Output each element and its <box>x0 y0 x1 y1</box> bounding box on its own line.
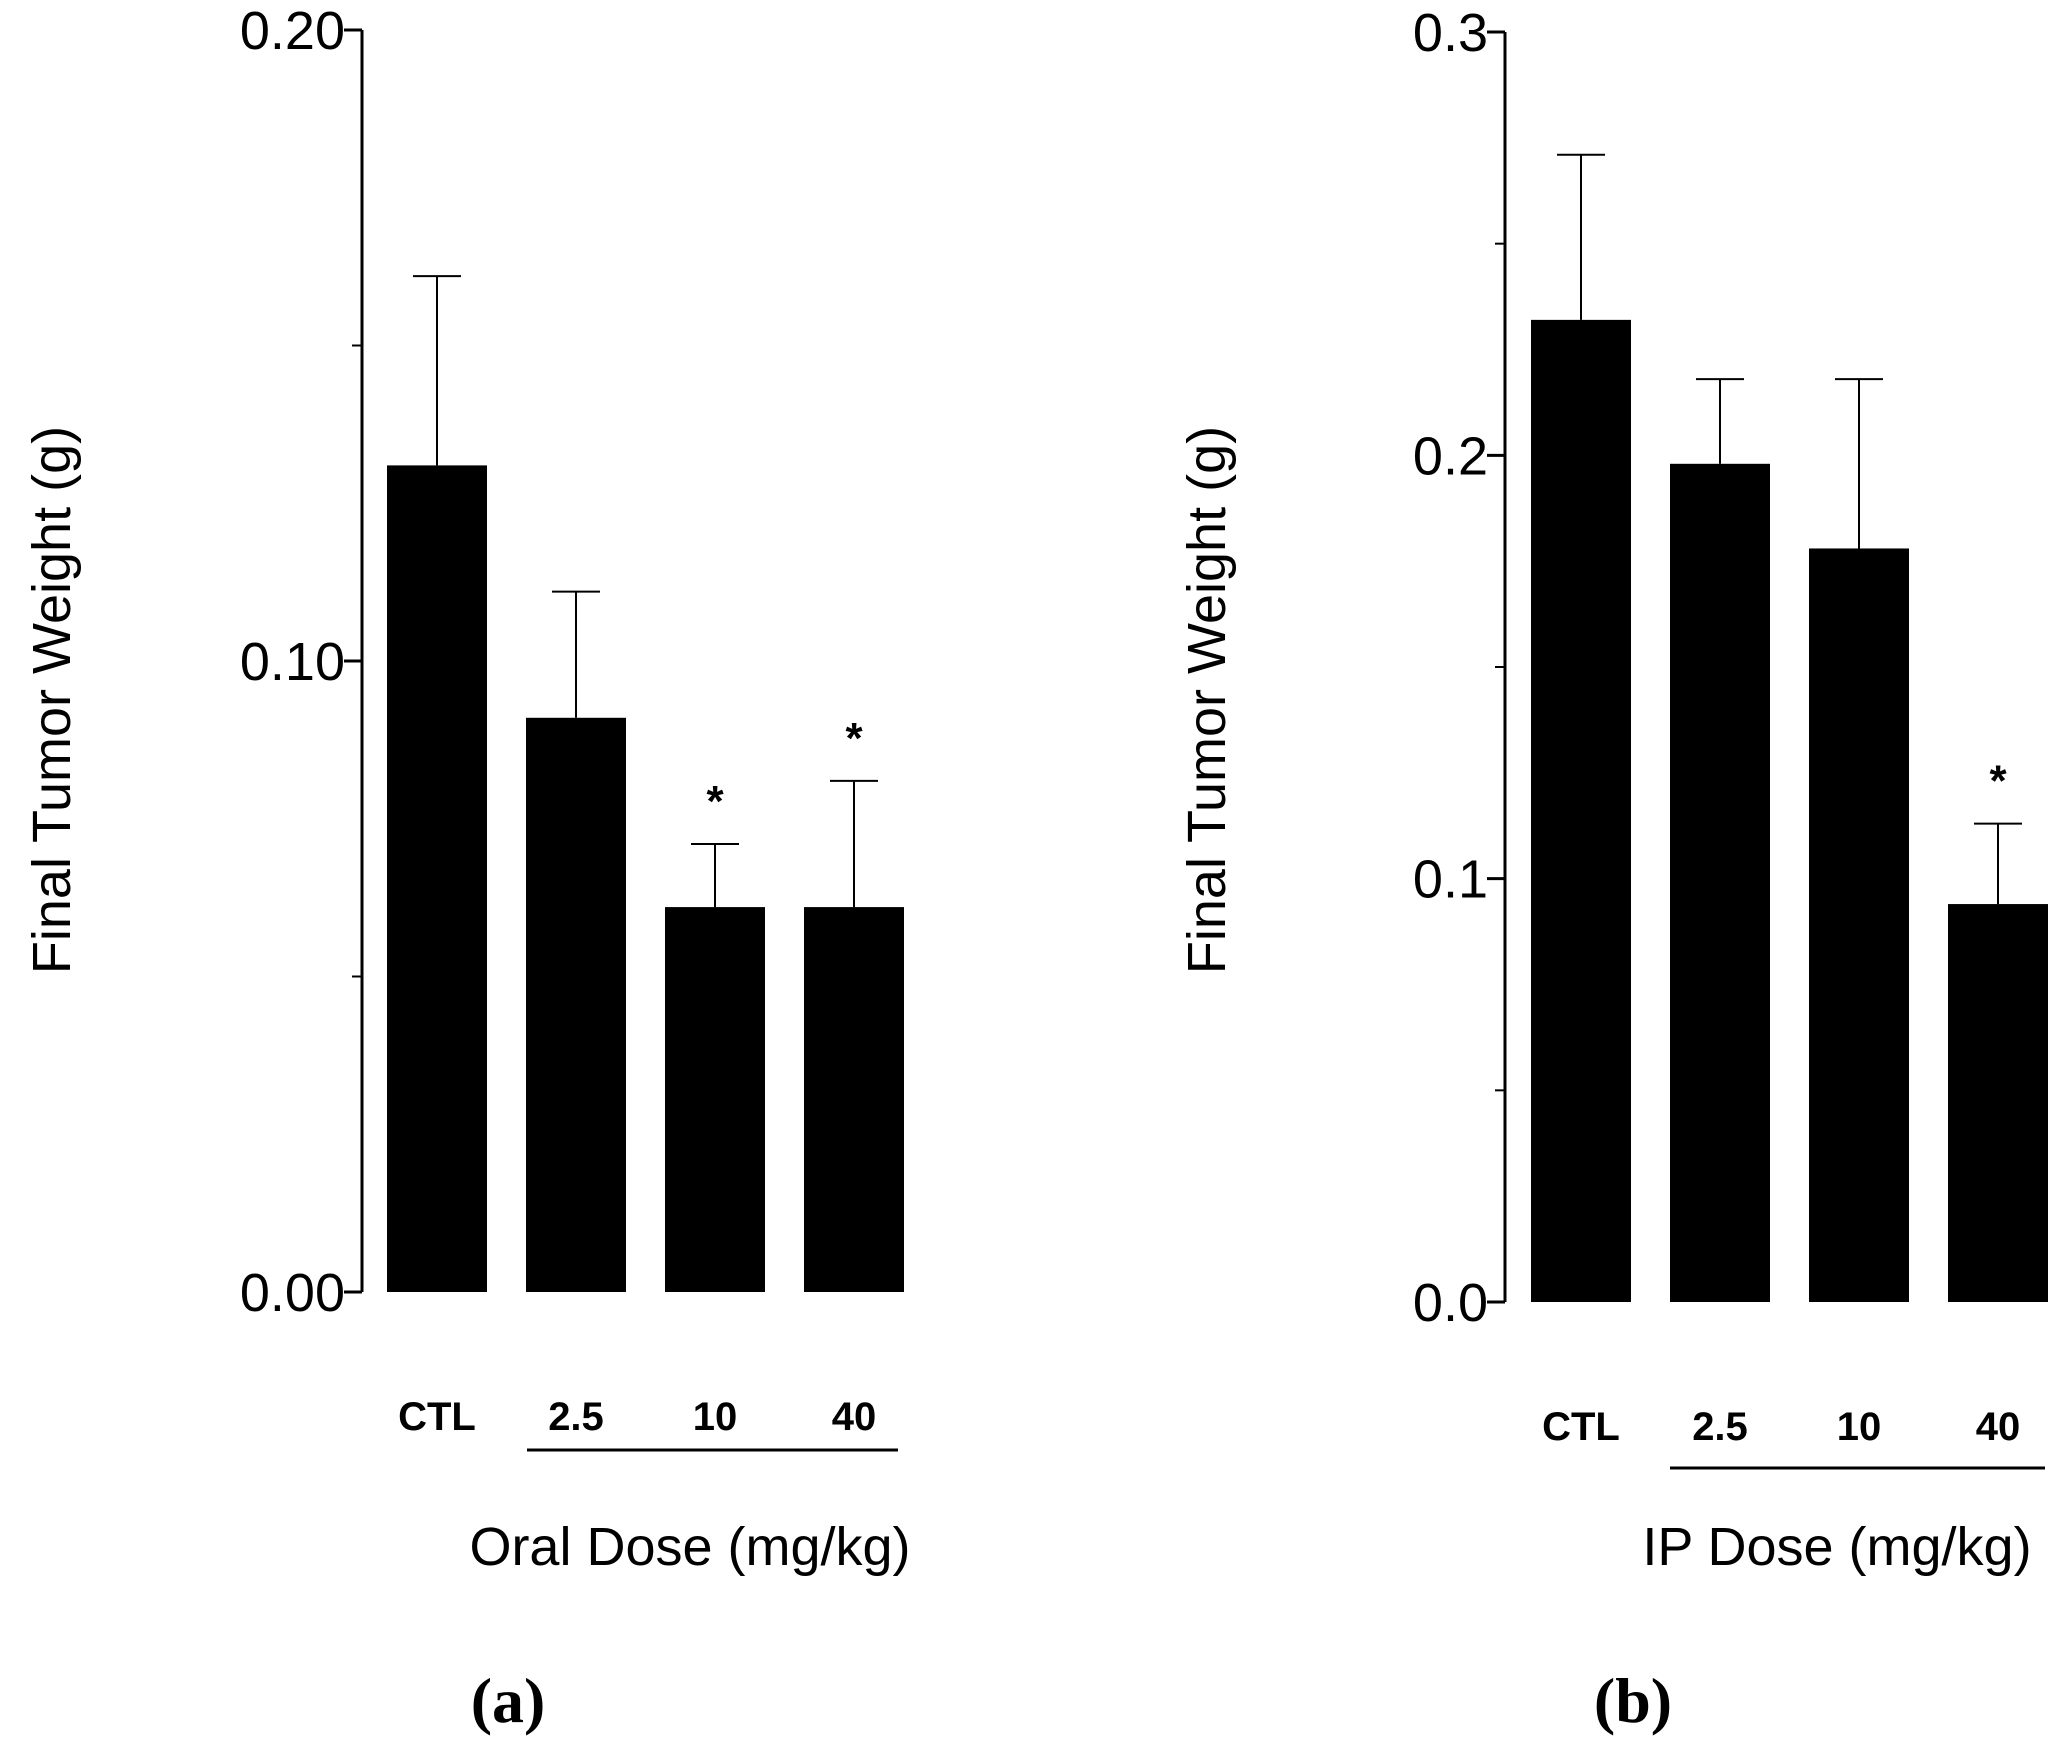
category-label: 40 <box>832 1395 877 1439</box>
y-tick-label: 0.3 <box>1413 3 1488 63</box>
category-label: 2.5 <box>548 1395 604 1439</box>
panel-label: (b) <box>1594 1665 1672 1736</box>
category-label: 10 <box>1837 1405 1882 1449</box>
bar <box>1531 319 1631 1302</box>
panel-b: Final Tumor Weight (g) IP Dose (mg/kg) (… <box>1177 3 2048 1736</box>
bar <box>1948 904 2048 1302</box>
y-tick-label: 0.0 <box>1413 1273 1488 1333</box>
significance-marker: * <box>845 714 863 763</box>
bar <box>665 907 765 1292</box>
bar <box>387 465 487 1292</box>
y-axis-title: Final Tumor Weight (g) <box>1177 426 1237 974</box>
significance-marker: * <box>706 777 724 826</box>
x-axis-title: IP Dose (mg/kg) <box>1642 1517 2031 1577</box>
bar <box>1670 463 1770 1302</box>
panel-a: Final Tumor Weight (g) Oral Dose (mg/kg)… <box>22 1 911 1736</box>
category-label: CTL <box>1542 1405 1620 1449</box>
category-label: 40 <box>1976 1405 2021 1449</box>
category-label: 10 <box>693 1395 738 1439</box>
y-tick-label: 0.2 <box>1413 426 1488 486</box>
y-axis-title: Final Tumor Weight (g) <box>22 426 82 974</box>
y-tick-label: 0.00 <box>240 1263 345 1323</box>
x-axis-title: Oral Dose (mg/kg) <box>469 1517 910 1577</box>
y-tick-label: 0.10 <box>240 632 345 692</box>
bar <box>804 907 904 1292</box>
y-tick-label: 0.20 <box>240 1 345 61</box>
category-label: CTL <box>398 1395 476 1439</box>
bar <box>1809 548 1909 1302</box>
category-label: 2.5 <box>1692 1405 1748 1449</box>
y-tick-label: 0.1 <box>1413 850 1488 910</box>
significance-marker: * <box>1989 757 2007 806</box>
panel-label: (a) <box>471 1665 546 1736</box>
bar <box>526 717 626 1292</box>
